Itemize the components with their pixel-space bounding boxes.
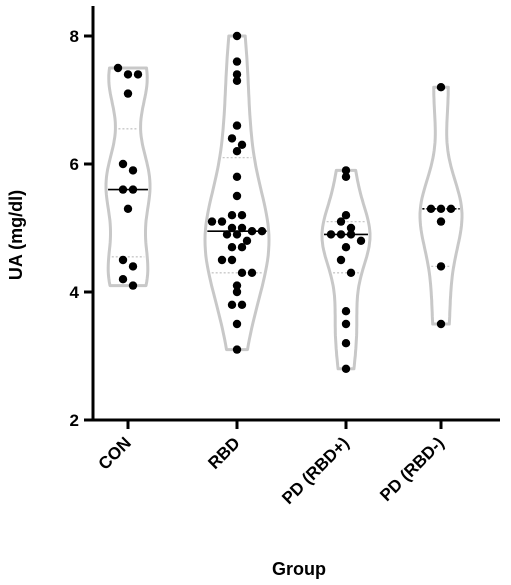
violin-outline: [104, 66, 152, 288]
data-point: [346, 230, 356, 239]
data-points: [113, 31, 456, 373]
data-point: [237, 243, 247, 252]
data-point: [341, 211, 351, 220]
data-point: [123, 70, 133, 79]
data-point: [346, 268, 356, 277]
data-point: [232, 57, 242, 66]
data-point: [227, 134, 237, 143]
x-ticks: CON RBD PD (RBD+) PD (RBD-): [95, 420, 448, 508]
data-point: [232, 230, 242, 239]
data-point: [336, 255, 346, 265]
data-point: [436, 262, 446, 271]
data-point: [118, 185, 128, 194]
data-point: [341, 364, 351, 373]
x-tick-label: CON: [95, 433, 135, 473]
y-tick-label: 4: [70, 283, 80, 302]
data-point: [217, 217, 227, 226]
x-tick-label: RBD: [204, 433, 243, 472]
data-point: [436, 83, 446, 92]
x-axis-title: Group: [272, 559, 326, 579]
data-point: [237, 300, 247, 309]
data-point: [237, 211, 247, 220]
data-point: [346, 223, 356, 233]
data-point: [227, 243, 237, 252]
data-point: [128, 185, 138, 194]
data-point: [128, 166, 138, 175]
data-point: [123, 204, 133, 213]
data-point: [232, 191, 242, 201]
data-point: [227, 223, 237, 233]
data-point: [118, 255, 128, 265]
x-tick-label: PD (RBD+): [278, 433, 353, 508]
y-tick-label: 2: [70, 411, 79, 430]
data-point: [336, 217, 346, 226]
y-axis-title: UA (mg/dl): [6, 190, 26, 280]
data-point: [436, 217, 446, 226]
x-tick-label: PD (RBD-): [376, 433, 448, 505]
data-point: [341, 166, 351, 175]
data-point: [222, 230, 232, 239]
y-tick-label: 6: [70, 155, 79, 174]
data-point: [446, 204, 456, 213]
data-point: [118, 159, 128, 169]
data-point: [237, 140, 247, 149]
data-point: [227, 255, 237, 265]
data-point: [232, 70, 242, 79]
data-point: [247, 268, 257, 277]
data-point: [232, 345, 242, 354]
data-point: [336, 230, 346, 239]
data-point: [118, 275, 128, 284]
data-point: [232, 147, 242, 156]
data-point: [123, 89, 133, 98]
data-point: [232, 281, 242, 290]
data-point: [227, 211, 237, 220]
data-point: [242, 236, 252, 245]
data-point: [237, 268, 247, 277]
data-point: [232, 319, 242, 329]
data-point: [237, 223, 247, 233]
data-point: [341, 319, 351, 329]
data-point: [217, 255, 227, 265]
y-ticks: 2 4 6 8: [70, 27, 93, 430]
data-point: [247, 227, 257, 236]
violins: [104, 34, 464, 371]
data-point: [341, 339, 351, 348]
data-point: [426, 204, 436, 213]
data-point: [341, 243, 351, 252]
data-point: [436, 204, 446, 213]
data-point: [232, 172, 242, 181]
data-point: [232, 76, 242, 86]
data-point: [326, 230, 336, 239]
data-point: [356, 236, 366, 245]
data-point: [341, 172, 351, 181]
data-point: [341, 307, 351, 316]
data-point: [232, 121, 242, 130]
data-point: [232, 31, 242, 41]
data-point: [128, 262, 138, 271]
data-point: [207, 217, 217, 226]
data-point: [113, 63, 123, 73]
data-point: [232, 287, 242, 297]
data-point: [133, 70, 143, 79]
y-tick-label: 8: [70, 27, 79, 46]
data-point: [227, 300, 237, 309]
data-point: [128, 281, 138, 290]
data-point: [436, 319, 446, 329]
data-point: [257, 227, 267, 236]
